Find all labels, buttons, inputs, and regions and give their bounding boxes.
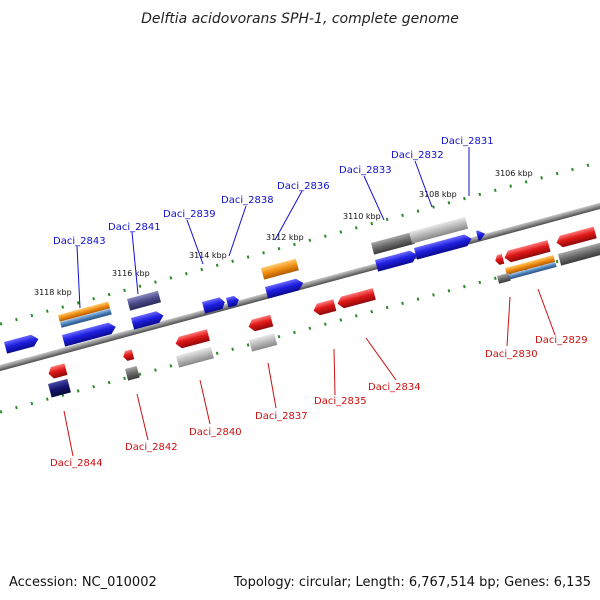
gene-slate[interactable] bbox=[127, 290, 162, 311]
gene-red-small[interactable] bbox=[494, 253, 505, 266]
gene-label-daci-2831[interactable]: Daci_2831 bbox=[441, 136, 494, 147]
gene-orange[interactable] bbox=[505, 255, 556, 275]
accession-text: Accession: NC_010002 bbox=[9, 575, 157, 590]
gene-label-daci-2839[interactable]: Daci_2839 bbox=[163, 209, 216, 220]
gene-lightgray[interactable] bbox=[409, 216, 469, 244]
gene-label-daci-2840[interactable]: Daci_2840 bbox=[189, 427, 242, 438]
kbp-label-3112: 3112 kbp bbox=[266, 233, 304, 242]
bottom-leader-lines bbox=[63, 288, 556, 457]
gene-block-top-left bbox=[4, 258, 305, 354]
gene-label-daci-2835[interactable]: Daci_2835 bbox=[314, 396, 367, 407]
gene-blue-arrow[interactable] bbox=[131, 310, 165, 330]
gene-red-arrow[interactable] bbox=[336, 288, 376, 309]
gene-steelblue[interactable] bbox=[60, 308, 112, 328]
gene-label-daci-2829[interactable]: Daci_2829 bbox=[535, 335, 588, 346]
gene-red-arrow[interactable] bbox=[47, 363, 68, 379]
kbp-label-3114: 3114 kbp bbox=[189, 251, 227, 260]
gene-lightgray[interactable] bbox=[176, 346, 214, 368]
gene-orange[interactable] bbox=[58, 301, 111, 322]
gene-blue-arrow[interactable] bbox=[202, 296, 226, 314]
gene-label-daci-2843[interactable]: Daci_2843 bbox=[53, 236, 106, 247]
topology-text: Topology: circular; Length: 6,767,514 bp… bbox=[233, 575, 591, 590]
gene-blue-arrow[interactable] bbox=[62, 321, 117, 347]
gene-label-daci-2842[interactable]: Daci_2842 bbox=[125, 442, 178, 453]
gene-darkgray[interactable] bbox=[497, 272, 511, 284]
gene-blue-arrow[interactable] bbox=[4, 333, 40, 354]
gene-darkgray[interactable] bbox=[371, 232, 415, 255]
kbp-label-3108: 3108 kbp bbox=[419, 190, 457, 199]
gene-label-daci-2844[interactable]: Daci_2844 bbox=[50, 458, 103, 469]
gene-label-daci-2830[interactable]: Daci_2830 bbox=[485, 349, 538, 360]
gene-label-daci-2836[interactable]: Daci_2836 bbox=[277, 181, 330, 192]
kbp-label-3110: 3110 kbp bbox=[343, 212, 381, 221]
gene-label-daci-2832[interactable]: Daci_2832 bbox=[391, 150, 444, 161]
gene-blue-arrow[interactable] bbox=[375, 249, 419, 272]
gene-blue-arrow[interactable] bbox=[265, 277, 305, 299]
gene-block-bottom-left bbox=[47, 288, 376, 398]
gene-label-daci-2833[interactable]: Daci_2833 bbox=[339, 165, 392, 176]
gene-red-arrow[interactable] bbox=[122, 349, 135, 361]
gene-block-top-right bbox=[371, 216, 486, 272]
gene-label-daci-2838[interactable]: Daci_2838 bbox=[221, 195, 274, 206]
map-title: Delftia acidovorans SPH-1, complete geno… bbox=[141, 11, 459, 27]
gene-blue-arrow[interactable] bbox=[414, 233, 473, 260]
gene-red-arrow[interactable] bbox=[503, 240, 551, 263]
kbp-label-3116: 3116 kbp bbox=[112, 269, 150, 278]
gene-steelblue[interactable] bbox=[506, 262, 557, 280]
gene-label-daci-2834[interactable]: Daci_2834 bbox=[368, 382, 421, 393]
gene-blue-small[interactable] bbox=[226, 295, 240, 308]
gene-label-daci-2837[interactable]: Daci_2837 bbox=[255, 411, 308, 422]
gene-label-daci-2841[interactable]: Daci_2841 bbox=[108, 222, 161, 233]
gene-orange[interactable] bbox=[261, 258, 299, 280]
kbp-label-3106: 3106 kbp bbox=[495, 169, 533, 178]
top-leader-lines bbox=[76, 147, 470, 309]
gene-block-bottom-right bbox=[494, 226, 600, 284]
gene-blue-small[interactable] bbox=[476, 229, 486, 241]
gene-red-arrow[interactable] bbox=[174, 329, 210, 349]
gene-darkgray[interactable] bbox=[125, 365, 140, 381]
gene-red-arrow[interactable] bbox=[555, 226, 597, 249]
kbp-label-3118: 3118 kbp bbox=[34, 288, 72, 297]
gene-red-arrow[interactable] bbox=[312, 299, 337, 316]
gene-navy[interactable] bbox=[48, 378, 71, 398]
gene-lightgray[interactable] bbox=[249, 333, 278, 352]
gene-red-arrow[interactable] bbox=[247, 314, 274, 333]
gene-darkgray[interactable] bbox=[558, 242, 600, 266]
